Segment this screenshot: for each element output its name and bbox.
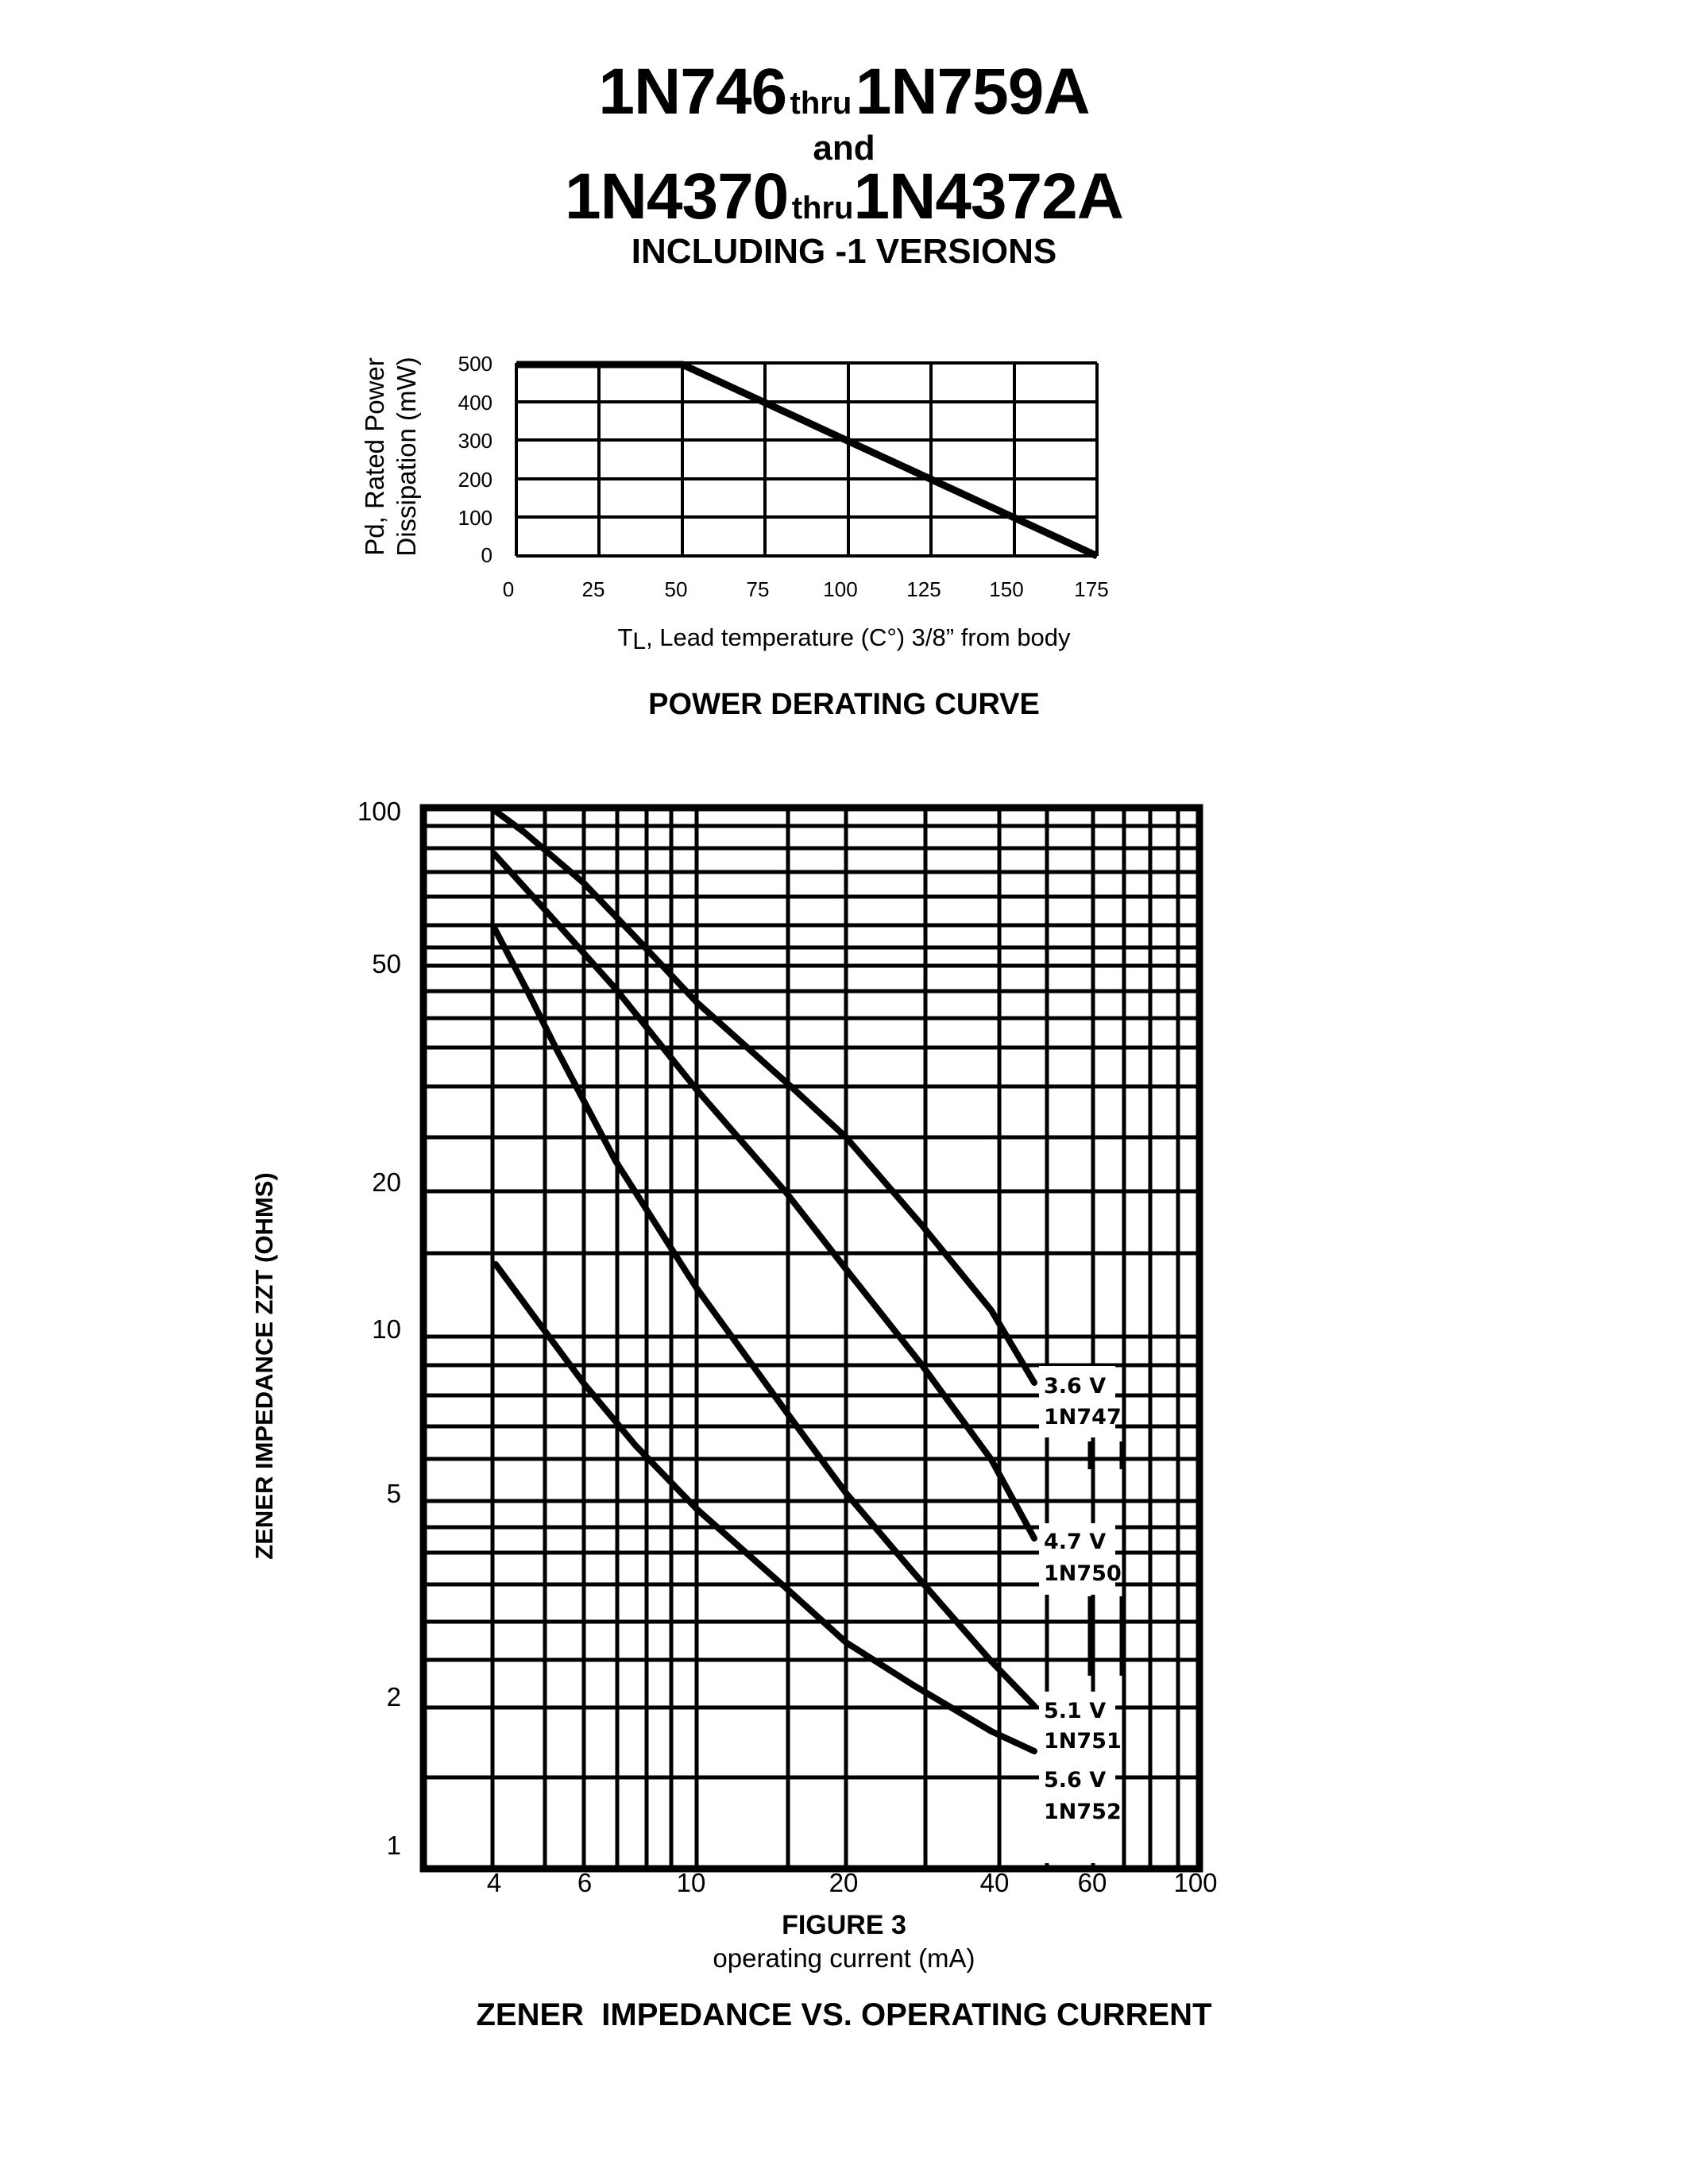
power-xtick: 0 xyxy=(502,577,515,601)
zener-grid-vertical xyxy=(490,808,1180,1869)
power-ytick: 500 xyxy=(458,352,492,376)
label-4-7v: 4.7 V xyxy=(1044,1530,1106,1554)
power-xlabel: TL, Lead temperature (C°) 3/8” from body xyxy=(0,623,1688,655)
zener-ytick: 100 xyxy=(357,797,401,826)
label-leader-ticks xyxy=(1087,1441,1124,1676)
part-range-start: 1N746 xyxy=(598,56,787,128)
part-range-start-2: 1N4370 xyxy=(565,160,789,233)
power-ytick: 0 xyxy=(481,543,492,567)
header: 1N746 thru 1N759A xyxy=(0,54,1688,130)
figure-label-wrap: FIGURE 3 xyxy=(0,1910,1688,1941)
part-range-end-2: 1N4372A xyxy=(853,160,1124,233)
title-line-1: 1N746 thru 1N759A xyxy=(0,54,1688,130)
label-1n751: 1N751 xyxy=(1044,1729,1122,1754)
power-chart-title-wrap: POWER DERATING CURVE xyxy=(0,688,1688,722)
zener-xtick: 40 xyxy=(979,1868,1010,1897)
label-1n752: 1N752 xyxy=(1044,1800,1122,1824)
zener-xtick: 4 xyxy=(486,1868,502,1897)
power-xtick: 50 xyxy=(664,577,688,601)
power-xlabel-rest: , Lead temperature (C°) 3/8” from body xyxy=(646,623,1071,651)
curve-4-7v-1n750 xyxy=(491,851,1037,1542)
and-text-wrap: and xyxy=(0,129,1688,168)
thru-text: thru xyxy=(790,86,852,121)
power-derating-line xyxy=(516,361,1099,560)
zener-ytick: 20 xyxy=(372,1167,401,1197)
power-ylabel-line1: Pd, Rated Power xyxy=(360,357,389,556)
label-5-1v: 5.1 V xyxy=(1044,1699,1106,1723)
power-chart-title: POWER DERATING CURVE xyxy=(648,688,1040,721)
thru-text-2: thru xyxy=(791,191,854,226)
zener-xtick: 100 xyxy=(1173,1868,1218,1897)
label-1n750: 1N750 xyxy=(1044,1561,1122,1586)
zener-chart-title: ZENER IMPEDANCE VS. OPERATING CURRENT xyxy=(476,1997,1212,2032)
power-xlabel-sub: L xyxy=(632,628,647,655)
power-xtick: 150 xyxy=(989,577,1024,601)
power-xtick: 175 xyxy=(1074,577,1109,601)
part-range-end: 1N759A xyxy=(855,56,1091,128)
zener-xtick: 20 xyxy=(829,1868,859,1897)
zener-xtick: 10 xyxy=(676,1868,706,1897)
zener-ytick: 5 xyxy=(386,1479,401,1508)
zener-xtick: 60 xyxy=(1077,1868,1107,1897)
power-ylabel: Pd, Rated Power Dissipation (mW) xyxy=(359,357,574,627)
power-ytick: 300 xyxy=(458,429,492,453)
zener-xlabel: operating current (mA) xyxy=(713,1943,975,1973)
zener-grid-horizontal xyxy=(423,824,1199,1780)
power-ytick: 100 xyxy=(458,506,492,530)
label-1n747: 1N747 xyxy=(1044,1405,1122,1430)
label-3-6v: 3.6 V xyxy=(1044,1374,1106,1399)
power-xtick: 125 xyxy=(906,577,941,601)
zener-xtick: 6 xyxy=(577,1868,593,1897)
curve-label-boxes xyxy=(1039,1366,1115,1863)
power-xlabel-prefix: T xyxy=(617,623,633,651)
power-ytick: 200 xyxy=(458,468,492,492)
curve-5-6v-1n752 xyxy=(492,1261,1037,1754)
and-text: and xyxy=(813,129,875,168)
title-line-3: 1N4370 thru1N4372A xyxy=(0,159,1688,235)
subtitle-wrap: INCLUDING -1 VERSIONS xyxy=(0,232,1688,272)
zener-chart-frame xyxy=(419,804,1203,1873)
figure-label: FIGURE 3 xyxy=(782,1910,906,1940)
zener-chart-title-wrap: ZENER IMPEDANCE VS. OPERATING CURRENT xyxy=(0,1997,1688,2033)
curve-labels: 3.6 V 1N747 4.7 V 1N750 5.1 V 1N751 5.6 … xyxy=(1044,1374,1122,1824)
zener-ytick: 2 xyxy=(386,1682,401,1711)
zener-ytick: 10 xyxy=(372,1314,401,1344)
label-5-6v: 5.6 V xyxy=(1044,1768,1106,1792)
zener-ylabel-wrap: ZENER IMPEDANCE ZZT (OHMS) xyxy=(250,1172,695,1617)
subtitle: INCLUDING -1 VERSIONS xyxy=(631,232,1057,271)
curve-3-6v-1n747 xyxy=(491,807,1037,1386)
zener-ylabel: ZENER IMPEDANCE ZZT (OHMS) xyxy=(250,1172,278,1560)
power-xtick: 100 xyxy=(823,577,858,601)
zener-ytick: 50 xyxy=(372,949,401,978)
power-ylabel-line2: Dissipation (mW) xyxy=(392,357,421,557)
zener-xlabel-wrap: operating current (mA) xyxy=(0,1943,1688,1974)
power-xtick: 75 xyxy=(746,577,770,601)
power-grid xyxy=(515,361,1099,558)
power-xtick: 25 xyxy=(581,577,605,601)
zener-ytick: 1 xyxy=(386,1831,401,1860)
power-ytick: 400 xyxy=(458,391,492,415)
